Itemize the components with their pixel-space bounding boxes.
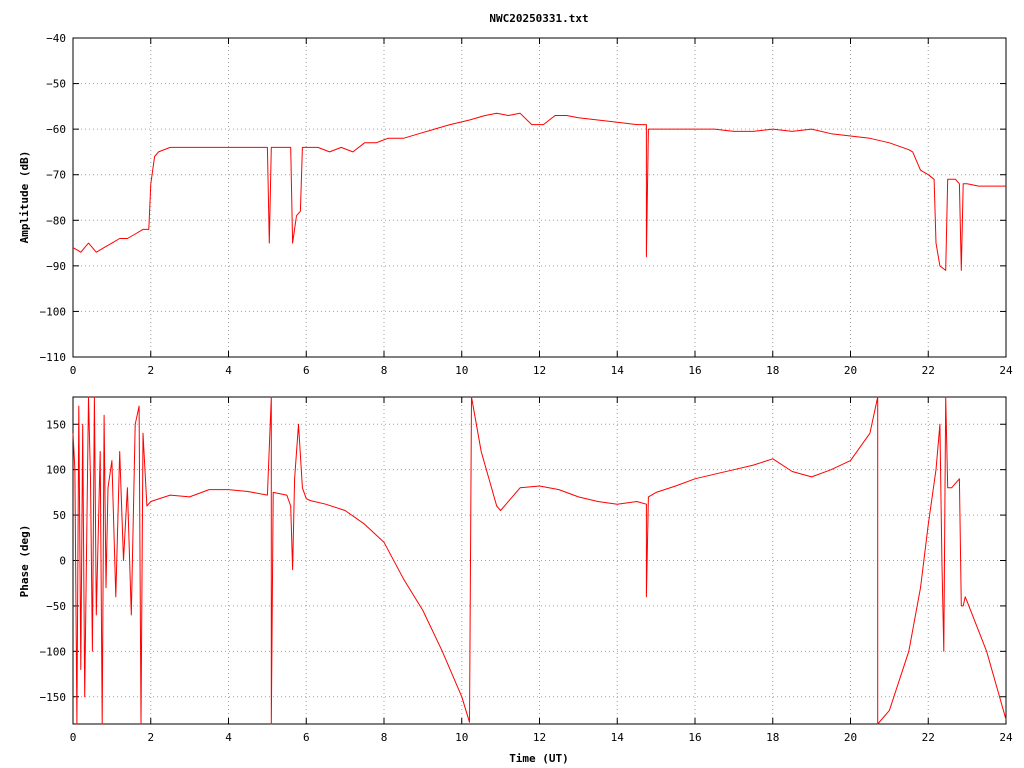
phase-x-tick-label: 6 [303, 731, 310, 744]
phase-x-tick-label: 16 [688, 731, 701, 744]
amplitude-x-tick-label: 22 [922, 364, 935, 377]
amplitude-y-tick-label: −110 [40, 351, 67, 364]
amplitude-y-tick-label: −100 [40, 305, 67, 318]
phase-y-tick-label: 50 [53, 509, 66, 522]
phase-y-tick-label: −50 [46, 600, 66, 613]
amplitude-x-tick-label: 24 [999, 364, 1013, 377]
phase-x-tick-label: 0 [70, 731, 77, 744]
phase-x-tick-label: 10 [455, 731, 468, 744]
phase-y-tick-label: −150 [40, 691, 67, 704]
amplitude-y-tick-label: −80 [46, 214, 66, 227]
amplitude-panel: 0 2 4 6 8 10 12 14 16 18 20 22 24−110−100−90−80−70−6… [18, 32, 1013, 377]
phase-x-tick-label: 22 [922, 731, 935, 744]
amplitude-y-tick-label: −90 [46, 260, 66, 273]
phase-y-axis-label: Phase (deg) [18, 525, 31, 598]
amplitude-x-tick-label: 8 [381, 364, 388, 377]
amplitude-trace [72, 112, 1006, 271]
amplitude-x-tick-label: 4 [225, 364, 232, 377]
amplitude-x-tick-label: 20 [844, 364, 857, 377]
x-axis-label: Time (UT) [509, 752, 569, 765]
amplitude-y-tick-label: −60 [46, 123, 66, 136]
phase-x-tick-label: 18 [766, 731, 779, 744]
amplitude-x-tick-label: 16 [688, 364, 701, 377]
phase-x-tick-label: 14 [611, 731, 625, 744]
amplitude-y-tick-label: −40 [46, 32, 66, 45]
amplitude-y-axis-label: Amplitude (dB) [18, 151, 31, 244]
chart-title: NWC20250331.txt [489, 12, 588, 25]
phase-y-tick-label: 100 [46, 464, 66, 477]
phase-trace [72, 396, 1007, 725]
phase-x-tick-label: 24 [999, 731, 1013, 744]
amplitude-x-tick-label: 6 [303, 364, 310, 377]
phase-x-tick-label: 20 [844, 731, 857, 744]
amplitude-y-tick-label: −70 [46, 169, 66, 182]
phase-x-tick-label: 12 [533, 731, 546, 744]
amplitude-x-tick-label: 12 [533, 364, 546, 377]
phase-y-tick-label: 150 [46, 418, 66, 431]
amplitude-x-tick-label: 10 [455, 364, 468, 377]
amplitude-x-tick-label: 0 [70, 364, 77, 377]
amplitude-x-tick-label: 18 [766, 364, 779, 377]
phase-y-tick-label: −100 [40, 645, 67, 658]
phase-x-tick-label: 4 [225, 731, 232, 744]
phase-x-tick-label: 8 [381, 731, 388, 744]
amplitude-plot-frame [72, 37, 1007, 358]
phase-plot-frame [72, 396, 1007, 725]
amplitude-x-tick-label: 2 [147, 364, 154, 377]
amplitude-x-tick-label: 14 [611, 364, 625, 377]
phase-y-tick-label: 0 [59, 555, 66, 568]
amplitude-y-tick-label: −50 [46, 78, 66, 91]
phase-panel: 0 2 4 6 8 10 12 14 16 18 20 22 24−150−100−5005010015… [18, 396, 1013, 765]
phase-x-tick-label: 2 [147, 731, 154, 744]
